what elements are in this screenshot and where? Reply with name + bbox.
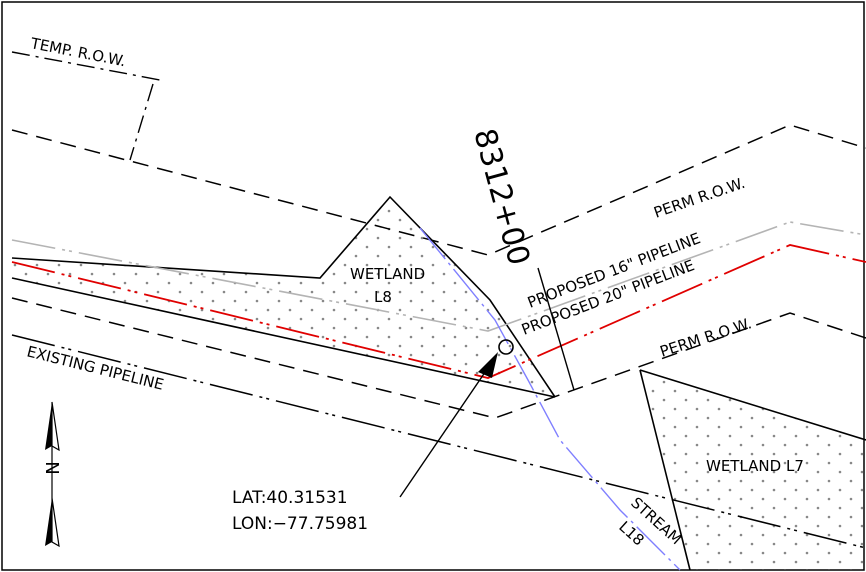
existing-pipeline-top — [11, 277, 556, 398]
wetland-l7-area — [640, 370, 866, 570]
wetland-l8-area — [12, 197, 555, 397]
temp-row-line — [11, 51, 161, 81]
latitude-label: LAT:40.31531 — [232, 488, 348, 508]
wetland-l7-label: WETLAND L7 — [706, 457, 804, 475]
north-label: N — [41, 461, 62, 474]
wetland-l8-id: L8 — [374, 288, 392, 306]
station-line — [537, 267, 575, 391]
perm-row-lower-label: PERM R.O.W. — [658, 314, 754, 361]
wetland-l7-boundary — [639, 369, 866, 441]
stream-id-label: L18 — [615, 518, 647, 550]
wetland-l8-name: WETLAND — [350, 265, 425, 283]
proposed-16-pipeline — [11, 221, 866, 332]
perm-row-upper-label: PERM R.O.W. — [651, 174, 747, 222]
longitude-label: LON:−77.75981 — [232, 514, 368, 534]
perm-row-upper-line — [11, 124, 866, 256]
leader-arrowhead — [478, 352, 498, 378]
coordinate-leader — [399, 361, 493, 498]
existing-pipeline-line — [11, 334, 866, 549]
station-label: 8312+00 — [466, 125, 536, 269]
perm-row-lower-line — [11, 297, 866, 419]
proposed-20-pipeline — [11, 244, 866, 379]
wetland-l8-boundary — [11, 195, 556, 398]
north-arrow-icon: N — [41, 401, 62, 548]
stream-line — [419, 227, 681, 571]
circle-target-icon — [498, 339, 514, 355]
temp-row-leader — [129, 83, 154, 161]
wetland-l7-edge — [639, 369, 691, 571]
